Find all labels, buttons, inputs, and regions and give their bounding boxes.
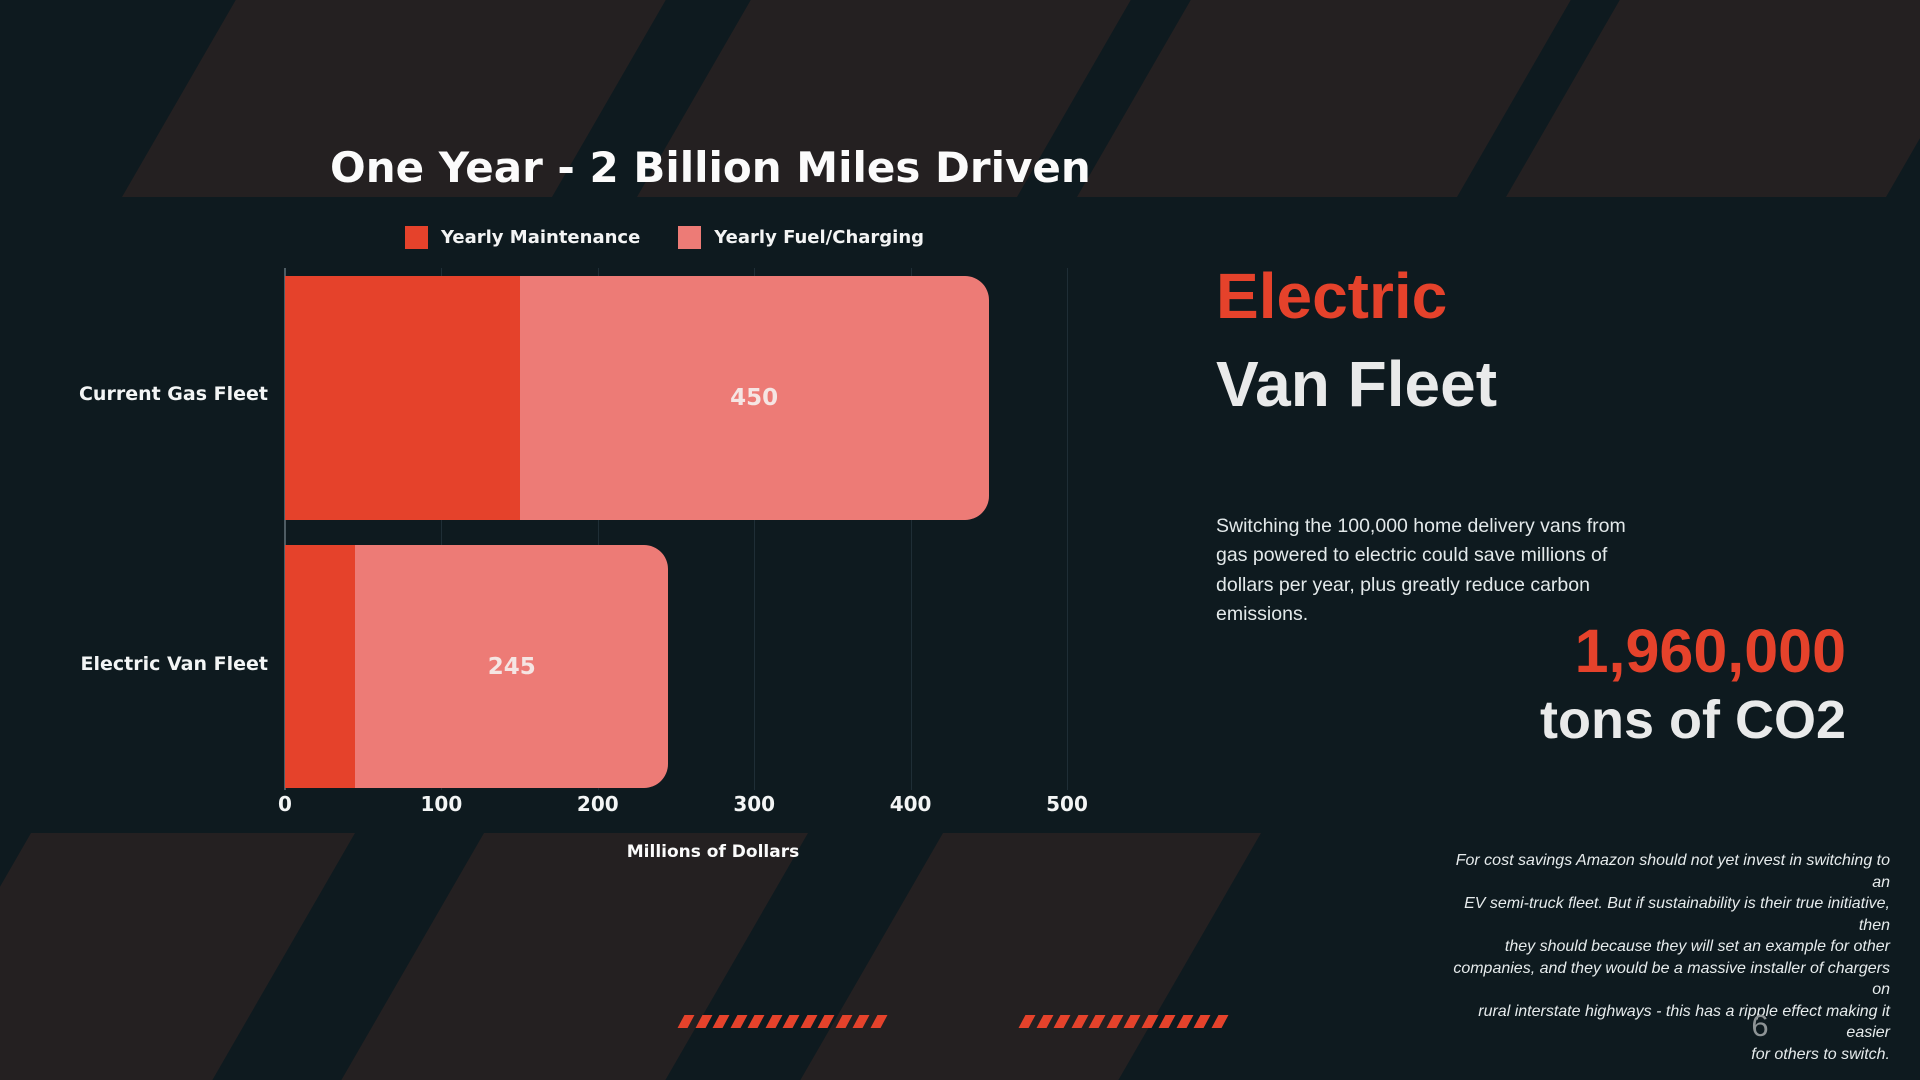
legend-item-fuel: Yearly Fuel/Charging	[678, 226, 924, 249]
red-dash	[1053, 1015, 1071, 1028]
y-axis-line	[284, 268, 286, 790]
dash-decoration-left	[677, 1015, 891, 1028]
red-dash	[1123, 1015, 1141, 1028]
red-dash	[730, 1015, 747, 1028]
red-dash	[1106, 1015, 1123, 1028]
red-dash	[817, 1015, 835, 1028]
red-dash	[747, 1015, 765, 1028]
co2-stat-label: tons of CO2	[1540, 690, 1846, 750]
legend-swatch-fuel	[678, 226, 702, 249]
bar-total-label: 245	[487, 653, 536, 680]
body-paragraph: Switching the 100,000 home delivery vans…	[1216, 514, 1626, 626]
grid-line	[1067, 268, 1068, 790]
heading-electric: Electric	[1216, 260, 1448, 332]
footnote: For cost savings Amazon should not yet i…	[1453, 852, 1890, 1063]
co2-stat: 1,960,000 tons of CO2	[1540, 616, 1846, 750]
page-number: 6	[1751, 1008, 1769, 1043]
co2-stat-value: 1,960,000	[1574, 617, 1846, 685]
dash-decoration-right	[1018, 1015, 1232, 1028]
bar-total-label: 450	[730, 385, 779, 411]
red-dash	[677, 1015, 695, 1028]
x-axis-ticks: 0 100 200 300 400 500	[278, 792, 1088, 818]
legend-label: Yearly Fuel/Charging	[714, 227, 925, 248]
red-dash	[765, 1015, 782, 1028]
right-panel: Electric Van Fleet Switching the 100,000…	[1214, 0, 1920, 1080]
chart-legend: Yearly Maintenance Yearly Fuel/Charging	[405, 226, 924, 249]
red-dash	[1141, 1015, 1158, 1028]
category-label: Electric Van Fleet	[80, 653, 268, 675]
red-dash	[835, 1015, 852, 1028]
red-dash	[1176, 1015, 1193, 1028]
red-dash	[852, 1015, 870, 1028]
x-axis-title: Millions of Dollars	[626, 842, 800, 862]
diagonal-stripe	[800, 833, 1261, 1080]
chart-title: One Year - 2 Billion Miles Driven	[330, 143, 1091, 192]
grid-line	[597, 268, 599, 790]
bar-segment-maintenance	[285, 545, 356, 788]
red-dash	[1018, 1015, 1036, 1028]
legend-swatch-maintenance	[405, 226, 428, 249]
red-dash	[1088, 1015, 1106, 1028]
category-label: Current Gas Fleet	[78, 383, 268, 405]
plot-area: 450 245	[284, 268, 1068, 790]
x-tick-label: 100	[420, 792, 463, 816]
bar-segment-fuel: 245	[355, 545, 669, 788]
red-dash	[1211, 1015, 1228, 1028]
red-dash	[1193, 1015, 1211, 1028]
red-dash	[1158, 1015, 1176, 1028]
red-dash	[695, 1015, 712, 1028]
diagonal-stripe	[341, 833, 808, 1080]
red-dash	[712, 1015, 730, 1028]
x-tick-label: 300	[733, 792, 776, 816]
legend-label: Yearly Maintenance	[441, 227, 641, 248]
bar-row: 450	[285, 276, 1067, 520]
diagonal-stripe	[0, 833, 356, 1080]
grid-line	[754, 268, 756, 790]
red-dash	[782, 1015, 800, 1028]
legend-item-maintenance: Yearly Maintenance	[405, 226, 640, 249]
x-tick-label: 400	[889, 792, 932, 816]
bar-segment-maintenance	[285, 276, 520, 520]
red-dash	[1036, 1015, 1053, 1028]
red-dash	[800, 1015, 817, 1028]
red-dash	[1071, 1015, 1088, 1028]
heading-van-fleet: Van Fleet	[1216, 348, 1497, 420]
grid-line	[441, 268, 443, 790]
grid-line	[910, 268, 912, 790]
red-dash	[870, 1015, 887, 1028]
bar-segment-fuel: 450	[519, 276, 989, 520]
x-tick-label: 200	[576, 792, 619, 816]
x-tick-label: 500	[1046, 792, 1088, 816]
x-tick-label: 0	[278, 792, 292, 816]
bar-row: 245	[285, 545, 1067, 788]
